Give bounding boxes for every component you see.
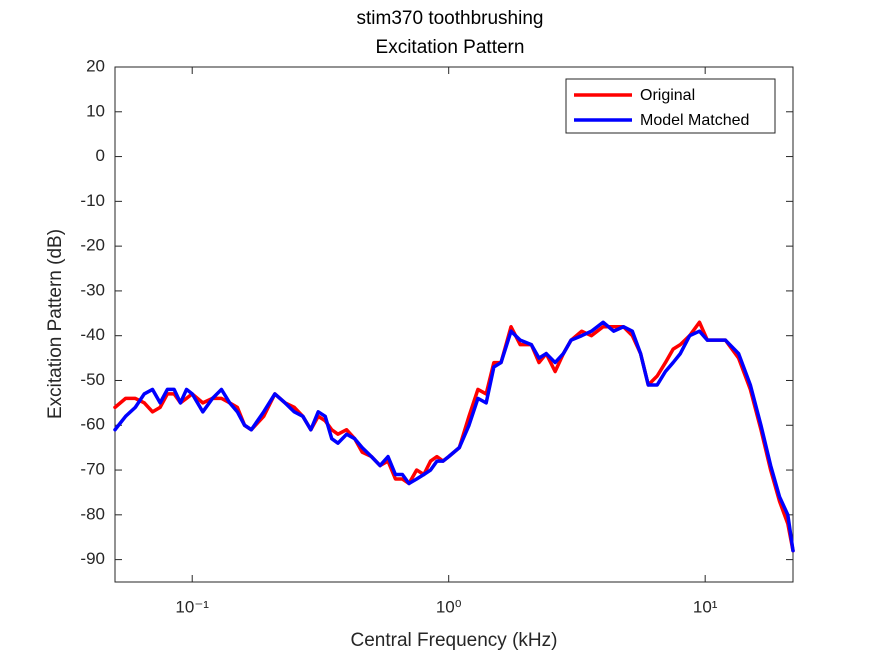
legend-box (565, 78, 776, 134)
y-tick-label: -80 (80, 504, 105, 523)
legend-label: Original (640, 87, 695, 104)
y-tick-label: -20 (80, 236, 105, 255)
x-tick-label: 10¹ (693, 597, 718, 616)
line-series (113, 320, 795, 553)
plot-area: 20 10 0 -10 -20 -30 -40 -50 -60 -70 -80 -90 10⁻¹ 10⁰ 1… (80, 56, 795, 616)
y-tick-label: 0 (96, 146, 105, 165)
x-tick-label: 10⁻¹ (175, 597, 209, 616)
x-tick-label: 10⁰ (436, 597, 462, 616)
y-tick-label: -10 (80, 191, 105, 210)
legend-label: Model Matched (640, 112, 749, 129)
y-tick-label: -50 (80, 370, 105, 389)
chart-subtitle: Excitation Pattern (376, 37, 525, 58)
line-series (113, 320, 795, 553)
y-tick-label: -40 (80, 325, 105, 344)
x-axis-label: Central Frequency (kHz) (351, 630, 558, 651)
chart-title: stim370 toothbrushing (357, 8, 544, 29)
y-tick-label: 10 (86, 101, 105, 120)
y-tick-label: -90 (80, 549, 105, 568)
y-tick-label: -70 (80, 460, 105, 479)
y-axis-label: Excitation Pattern (dB) (45, 229, 66, 419)
y-tick-label: -60 (80, 415, 105, 434)
legend: Original Model Matched (565, 78, 776, 134)
y-tick-label: -30 (80, 280, 105, 299)
axes-box (114, 66, 794, 583)
y-tick-label: 20 (86, 56, 105, 75)
